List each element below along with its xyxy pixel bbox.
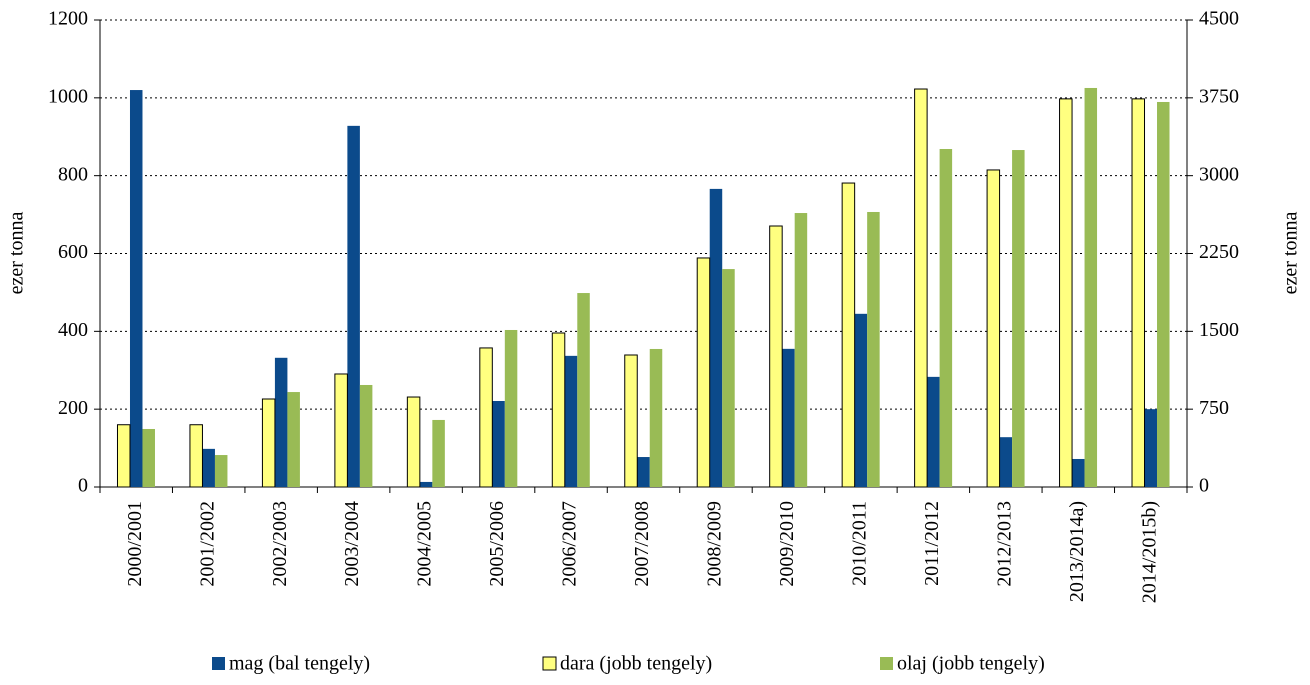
bar <box>116 424 131 488</box>
bar <box>939 148 953 487</box>
legend-swatch <box>212 657 225 670</box>
bar <box>334 373 348 488</box>
bar <box>274 357 288 487</box>
x-tick-label: 2006/2007 <box>559 501 581 587</box>
y-tick-label: 600 <box>58 241 88 263</box>
bar <box>202 448 215 487</box>
bar <box>432 419 445 487</box>
x-tick-label: 2009/2010 <box>776 501 798 587</box>
y2-tick-label: 2250 <box>1199 241 1239 263</box>
bar <box>564 355 578 487</box>
bar <box>986 169 1001 488</box>
bar <box>696 257 711 488</box>
bar <box>1012 150 1025 487</box>
bar <box>854 313 868 487</box>
bar <box>214 455 228 487</box>
y2-tick-label: 0 <box>1199 475 1209 497</box>
x-tick-label: 2000/2001 <box>124 501 146 587</box>
bar <box>142 428 155 487</box>
x-tick-label: 2014/2015b) <box>1138 501 1160 603</box>
legend-label: dara (jobb tengely) <box>560 653 712 675</box>
bar <box>1072 458 1085 487</box>
bar <box>129 90 143 488</box>
x-tick-label: 2002/2003 <box>269 501 291 587</box>
bar <box>287 392 300 487</box>
bar <box>709 188 723 488</box>
x-tick-label: 2003/2004 <box>341 501 363 587</box>
y-tick-label: 1000 <box>48 85 88 107</box>
bar <box>419 481 433 487</box>
y2-tick-label: 750 <box>1199 397 1229 419</box>
bar <box>624 354 638 488</box>
y-tick-label: 0 <box>78 475 88 497</box>
x-tick-label: 2008/2009 <box>704 501 726 587</box>
bar <box>347 125 360 487</box>
legend-label: olaj (jobb tengely) <box>897 653 1045 675</box>
x-tick-label: 2011/2012 <box>921 501 943 586</box>
x-tick-label: 2005/2006 <box>486 501 508 587</box>
bar <box>261 398 276 488</box>
y2-axis-label: ezer tonna <box>1280 212 1302 295</box>
bar <box>794 213 808 487</box>
legend-swatch <box>542 656 557 671</box>
legend-swatch <box>880 657 893 670</box>
bar <box>189 424 203 488</box>
x-tick-label: 2010/2011 <box>848 501 870 586</box>
bar <box>999 437 1013 487</box>
x-tick-label: 2007/2008 <box>631 501 653 587</box>
bar <box>479 347 493 488</box>
bar <box>769 225 783 488</box>
bar <box>1157 101 1170 488</box>
bar <box>492 400 505 487</box>
bar <box>1084 87 1098 488</box>
y-tick-label: 200 <box>58 397 88 419</box>
y-tick-label: 1200 <box>48 8 88 30</box>
bar <box>504 329 518 487</box>
bar <box>927 376 940 487</box>
y-axis-label: ezer tonna <box>6 212 28 295</box>
bar <box>551 332 566 488</box>
bar <box>649 348 663 487</box>
bar <box>406 396 421 488</box>
bar <box>782 348 795 487</box>
y2-tick-label: 3750 <box>1199 85 1239 107</box>
bar <box>914 88 928 488</box>
bar <box>1131 98 1146 488</box>
y-tick-label: 800 <box>58 163 88 185</box>
x-tick-label: 2001/2002 <box>196 501 218 587</box>
y2-tick-label: 3000 <box>1199 163 1239 185</box>
x-tick-label: 2004/2005 <box>414 501 436 587</box>
bar <box>1144 409 1158 487</box>
y2-tick-label: 4500 <box>1199 8 1239 30</box>
bar <box>359 384 373 487</box>
x-tick-label: 2013/2014a) <box>1066 501 1088 602</box>
legend-label: mag (bal tengely) <box>229 653 370 675</box>
y2-tick-label: 1500 <box>1199 319 1239 341</box>
x-tick-label: 2012/2013 <box>993 501 1015 587</box>
bar <box>722 269 735 487</box>
bar <box>1059 98 1073 488</box>
y-tick-label: 400 <box>58 319 88 341</box>
bar <box>841 182 856 488</box>
bar <box>577 293 590 487</box>
bar <box>867 211 880 487</box>
bar <box>637 457 650 487</box>
